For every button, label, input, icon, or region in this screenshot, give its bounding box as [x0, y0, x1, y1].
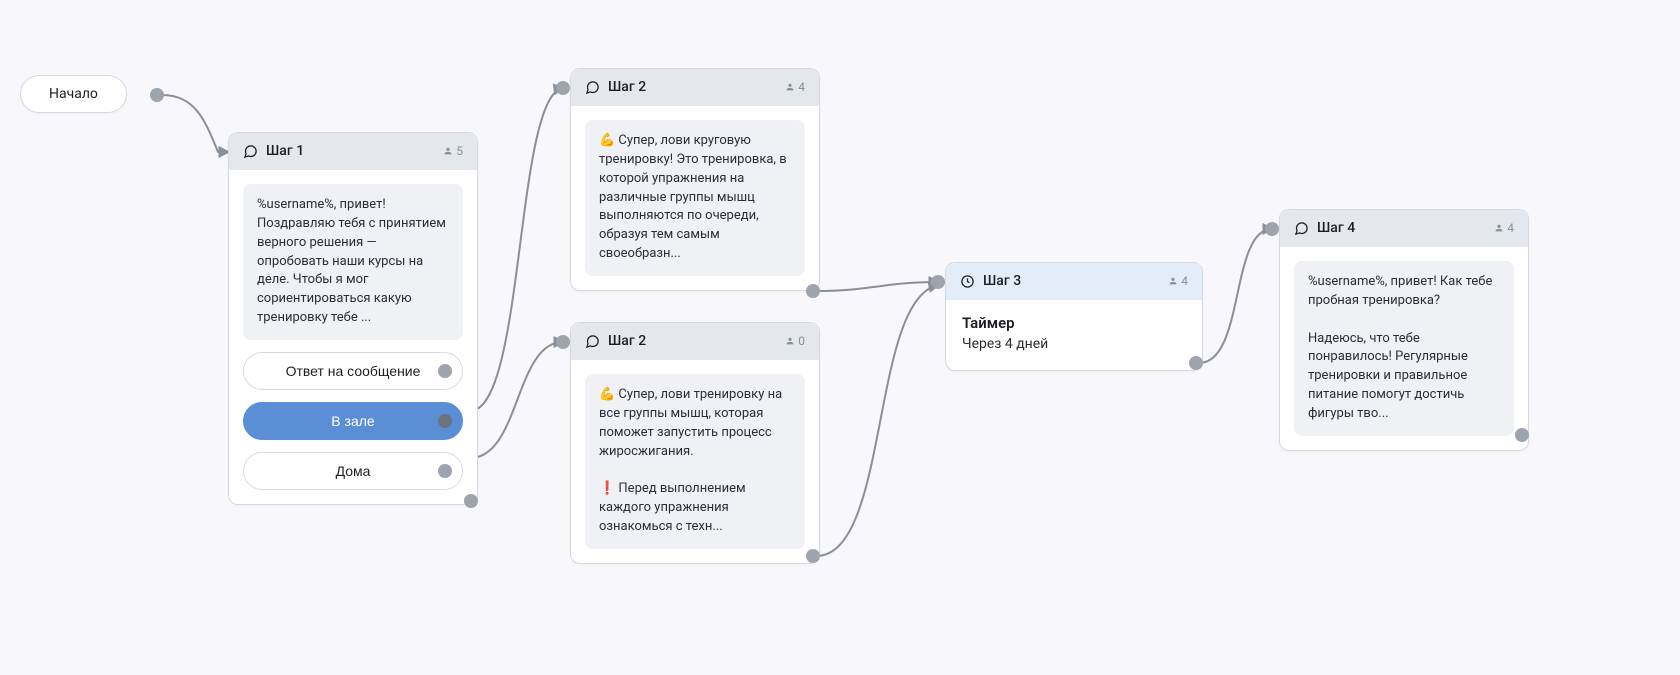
message-bubble: %username%, привет! Поздравляю тебя с пр…	[243, 184, 463, 340]
card-header: Шаг 1 5	[229, 133, 477, 170]
clock-icon	[960, 274, 975, 289]
port[interactable]	[931, 275, 945, 289]
step2a-card[interactable]: Шаг 2 4 💪 Супер, лови круговую тренировк…	[570, 68, 820, 291]
option-port-icon	[438, 414, 452, 428]
port[interactable]	[806, 549, 820, 563]
port[interactable]	[1265, 222, 1279, 236]
port[interactable]	[1515, 428, 1529, 442]
card-title: Шаг 3	[983, 273, 1021, 289]
step4-card[interactable]: Шаг 4 4 %username%, привет! Как тебе про…	[1279, 209, 1529, 451]
card-header: Шаг 3 4	[946, 263, 1202, 300]
card-title: Шаг 1	[266, 143, 304, 159]
chat-icon	[585, 334, 600, 349]
card-header: Шаг 4 4	[1280, 210, 1528, 247]
card-header: Шаг 2 4	[571, 69, 819, 106]
user-count: 0	[785, 334, 805, 348]
port[interactable]	[464, 494, 478, 508]
user-count: 4	[785, 80, 805, 94]
chat-icon	[585, 80, 600, 95]
user-count: 4	[1168, 274, 1188, 288]
step1-card[interactable]: Шаг 1 5 %username%, привет! Поздравляю т…	[228, 132, 478, 505]
port[interactable]	[806, 284, 820, 298]
card-header: Шаг 2 0	[571, 323, 819, 360]
card-title: Шаг 2	[608, 79, 646, 95]
timer-title: Таймер	[962, 314, 1186, 332]
port[interactable]	[150, 88, 164, 102]
chat-icon	[243, 144, 258, 159]
step2b-card[interactable]: Шаг 2 0 💪 Супер, лови тренировку на все …	[570, 322, 820, 564]
start-node[interactable]: Начало	[20, 75, 127, 113]
message-bubble: 💪 Супер, лови тренировку на все группы м…	[585, 374, 805, 549]
port[interactable]	[1189, 356, 1203, 370]
option-port-icon	[438, 464, 452, 478]
port[interactable]	[556, 335, 570, 349]
option-gym[interactable]: В зале	[243, 402, 463, 440]
timer-subtitle: Через 4 дней	[962, 336, 1186, 352]
port[interactable]	[556, 81, 570, 95]
chat-icon	[1294, 221, 1309, 236]
step3-card[interactable]: Шаг 3 4 Таймер Через 4 дней	[945, 262, 1203, 371]
start-label: Начало	[49, 86, 98, 102]
card-title: Шаг 4	[1317, 220, 1355, 236]
option-port-icon	[438, 364, 452, 378]
user-count: 5	[443, 144, 463, 158]
message-bubble: 💪 Супер, лови круговую тренировку! Это т…	[585, 120, 805, 276]
message-bubble: %username%, привет! Как тебе пробная тре…	[1294, 261, 1514, 436]
option-reply[interactable]: Ответ на сообщение	[243, 352, 463, 390]
card-title: Шаг 2	[608, 333, 646, 349]
user-count: 4	[1494, 221, 1514, 235]
option-home[interactable]: Дома	[243, 452, 463, 490]
